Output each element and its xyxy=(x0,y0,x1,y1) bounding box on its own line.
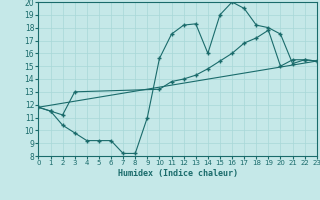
X-axis label: Humidex (Indice chaleur): Humidex (Indice chaleur) xyxy=(118,169,238,178)
